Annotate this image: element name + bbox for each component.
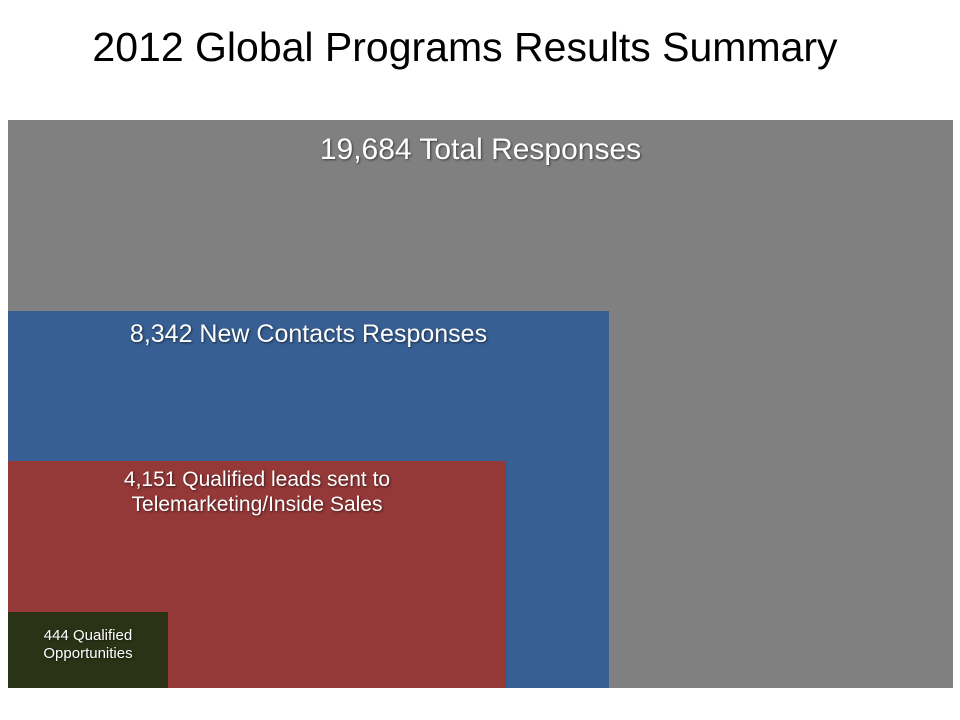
total-responses-label: 19,684 Total Responses [319,133,642,166]
qualified-leads-label-line1: 4,151 Qualified leads sent to [123,468,391,491]
new-contacts-label: 8,342 New Contacts Responses [129,320,488,348]
qualified-opportunities-box: 444 Qualified Opportunities [8,612,168,688]
qualified-opportunities-label-line1: 444 Qualified [43,627,133,644]
qualified-opportunities-label: 444 Qualified Opportunities [8,612,168,663]
qualified-leads-label: 4,151 Qualified leads sent to Telemarket… [8,461,506,517]
qualified-opportunities-label-line2: Opportunities [43,645,133,662]
slide-title: 2012 Global Programs Results Summary [92,24,838,70]
qualified-leads-label-line2: Telemarketing/Inside Sales [131,493,383,517]
